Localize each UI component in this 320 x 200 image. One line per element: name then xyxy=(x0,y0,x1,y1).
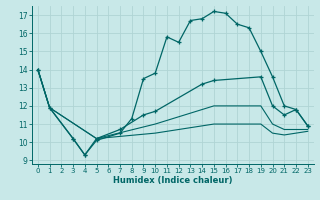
X-axis label: Humidex (Indice chaleur): Humidex (Indice chaleur) xyxy=(113,176,233,185)
